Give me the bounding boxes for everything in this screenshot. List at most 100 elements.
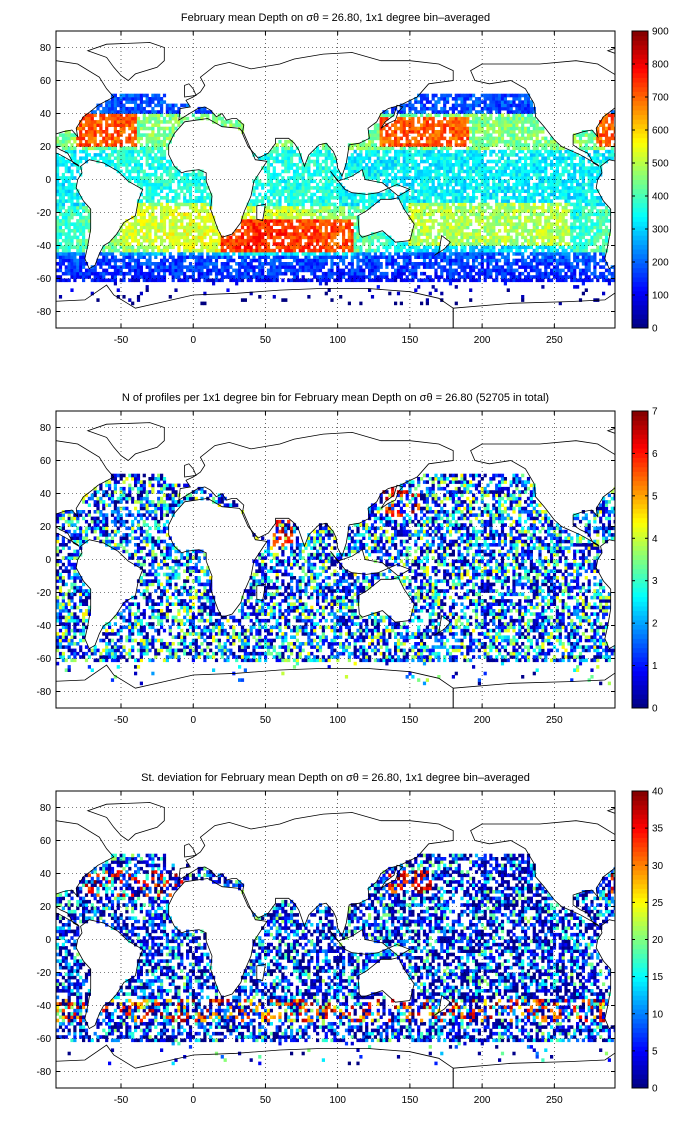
- data-cell: [454, 209, 458, 213]
- data-cell: [318, 215, 323, 220]
- data-cell: [58, 205, 63, 210]
- data-cell: [194, 215, 198, 220]
- data-cell: [160, 229, 164, 233]
- data-cell: [495, 202, 499, 207]
- data-cell: [474, 179, 479, 184]
- data-cell: [581, 182, 585, 187]
- data-cell: [162, 179, 167, 184]
- data-cell: [576, 209, 580, 213]
- data-cell: [466, 255, 470, 259]
- data-cell: [61, 176, 65, 180]
- data-cell: [269, 248, 273, 253]
- data-cell: [431, 169, 435, 174]
- data-cell: [396, 176, 401, 180]
- data-cell: [134, 278, 138, 283]
- data-cell: [287, 225, 291, 230]
- data-cell: [316, 238, 320, 243]
- data-cell: [411, 176, 415, 180]
- data-cell: [278, 179, 282, 184]
- data-cell: [128, 245, 132, 250]
- data-cell: [186, 225, 190, 230]
- data-cell: [495, 265, 499, 269]
- data-cell: [209, 268, 213, 273]
- data-cell: [67, 225, 71, 230]
- data-cell: [64, 166, 68, 170]
- data-cell: [102, 252, 106, 256]
- data-cell: [229, 275, 233, 279]
- data-cell: [116, 268, 120, 273]
- data-cell: [515, 262, 519, 266]
- data-cell: [197, 271, 201, 276]
- data-cell: [411, 182, 415, 187]
- data-cell: [443, 225, 447, 230]
- data-cell: [425, 238, 429, 243]
- data-cell: [200, 265, 204, 269]
- data-cell: [587, 232, 591, 236]
- data-cell: [417, 192, 421, 197]
- data-cell: [463, 219, 467, 223]
- data-cell: [223, 252, 227, 256]
- data-cell: [136, 169, 141, 174]
- data-cell: [246, 229, 250, 233]
- data-cell: [422, 189, 427, 193]
- data-cell: [58, 189, 63, 193]
- data-cell: [573, 202, 577, 207]
- data-cell: [437, 192, 441, 197]
- data-cell: [183, 271, 187, 276]
- data-cell: [301, 268, 305, 273]
- data-cell: [443, 182, 447, 187]
- data-cell: [203, 235, 207, 240]
- data-cell: [307, 179, 311, 184]
- data-cell: [486, 275, 490, 279]
- data-cell: [269, 172, 273, 177]
- data-cell: [526, 199, 531, 203]
- data-cell: [573, 278, 577, 283]
- data-cell: [318, 235, 323, 240]
- data-cell: [287, 242, 291, 246]
- data-cell: [460, 209, 464, 213]
- data-cell: [370, 242, 375, 246]
- data-cell: [67, 248, 71, 253]
- data-cell: [246, 262, 250, 266]
- data-cell: [454, 219, 458, 223]
- data-cell: [116, 159, 120, 164]
- data-cell: [136, 172, 141, 177]
- data-cell: [486, 205, 490, 210]
- data-cell: [547, 252, 551, 256]
- data-cell: [73, 245, 77, 250]
- data-cell: [110, 265, 115, 269]
- data-cell: [596, 199, 600, 203]
- data-cell: [56, 163, 60, 167]
- data-cell: [547, 229, 551, 233]
- data-cell: [344, 225, 349, 230]
- data-cell: [336, 255, 340, 259]
- data-cell: [440, 212, 444, 217]
- data-cell: [61, 215, 65, 220]
- data-cell: [272, 265, 276, 269]
- data-cell: [437, 242, 441, 246]
- data-cell: [258, 295, 262, 299]
- data-cell: [512, 252, 516, 256]
- data-cell: [480, 215, 484, 220]
- data-cell: [486, 255, 490, 259]
- data-cell: [272, 275, 276, 279]
- data-cell: [157, 176, 161, 180]
- data-cell: [555, 278, 559, 283]
- data-cell: [183, 192, 187, 197]
- data-cell: [495, 176, 499, 180]
- data-cell: [333, 179, 337, 184]
- data-cell: [347, 268, 351, 273]
- data-cell: [509, 245, 513, 250]
- data-cell: [431, 209, 435, 213]
- data-cell: [391, 265, 395, 269]
- data-cell: [255, 219, 259, 223]
- data-cell: [203, 229, 207, 233]
- data-cell: [197, 222, 201, 226]
- data-cell: [171, 238, 175, 243]
- data-cell: [437, 255, 441, 259]
- data-cell: [547, 209, 551, 213]
- data-cell: [266, 202, 271, 207]
- data-cell: [532, 219, 536, 223]
- data-cell: [290, 166, 294, 170]
- data-cell: [489, 248, 493, 253]
